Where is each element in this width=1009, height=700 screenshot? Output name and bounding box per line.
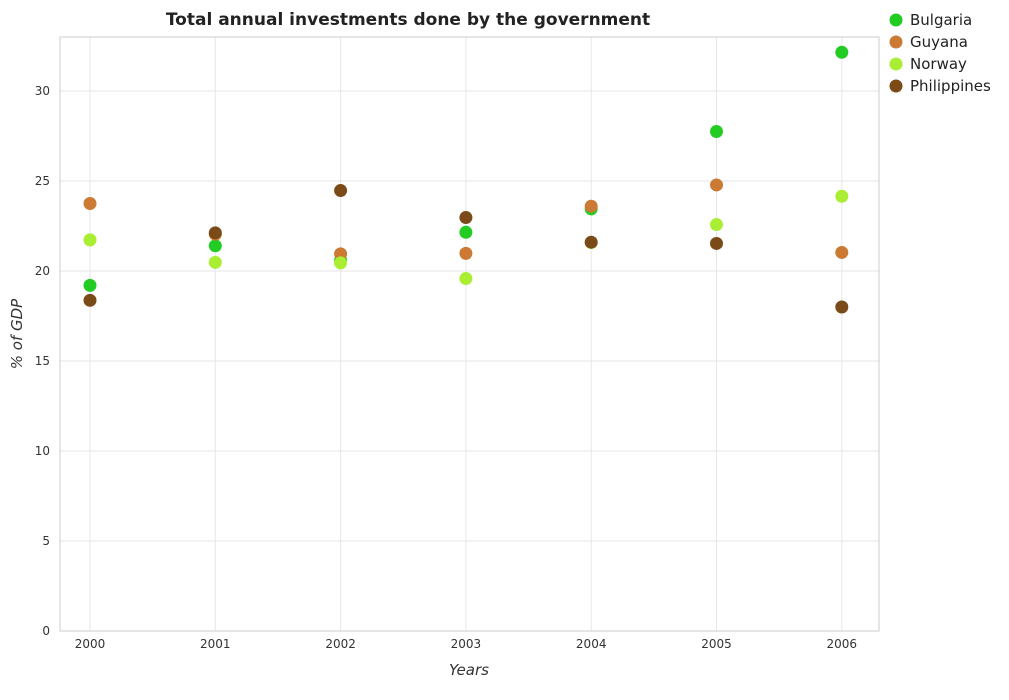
point-guyana <box>584 199 598 213</box>
x-ticks: 2000 2001 2002 2003 2004 2005 2006 <box>75 637 857 651</box>
point-norway <box>710 218 723 232</box>
x-tick-label: 2006 <box>827 637 858 651</box>
x-tick-label: 2005 <box>701 637 732 651</box>
point-philippines <box>835 300 849 314</box>
point-bulgaria <box>83 278 97 292</box>
point-philippines <box>83 293 97 307</box>
point-philippines <box>459 211 473 225</box>
legend-label-bulgaria: Bulgaria <box>910 11 972 29</box>
y-axis-label: % of GDP <box>8 298 26 369</box>
point-bulgaria <box>208 239 222 253</box>
point-philippines <box>710 236 723 250</box>
point-guyana <box>835 245 849 259</box>
point-guyana <box>459 246 473 260</box>
y-tick-label: 30 <box>35 84 50 98</box>
y-ticks: 0 5 10 15 20 25 30 <box>35 84 50 638</box>
legend: Bulgaria Guyana Norway Philippines <box>889 11 991 95</box>
x-tick-label: 2000 <box>75 637 106 651</box>
point-bulgaria <box>459 225 473 239</box>
point-bulgaria <box>710 125 723 138</box>
y-tick-label: 25 <box>35 174 50 188</box>
legend-marker-bulgaria <box>889 13 903 27</box>
plot-frame <box>59 36 880 632</box>
point-philippines <box>208 226 222 240</box>
point-guyana <box>83 197 97 210</box>
point-norway <box>83 233 97 247</box>
x-tick-label: 2001 <box>200 637 231 651</box>
data-points <box>83 45 849 314</box>
x-axis-label: Years <box>449 661 489 679</box>
x-tick-label: 2003 <box>451 637 482 651</box>
point-norway <box>334 256 348 270</box>
point-philippines <box>584 235 598 249</box>
legend-label-philippines: Philippines <box>910 77 991 95</box>
x-tick-label: 2002 <box>325 637 356 651</box>
legend-label-guyana: Guyana <box>910 33 968 51</box>
legend-marker-guyana <box>889 35 903 49</box>
y-tick-label: 20 <box>35 264 50 278</box>
point-philippines <box>334 184 348 198</box>
y-tick-label: 10 <box>35 444 50 458</box>
point-norway <box>459 272 473 286</box>
x-tick-label: 2004 <box>576 637 607 651</box>
legend-marker-norway <box>889 57 903 71</box>
point-guyana <box>710 178 723 192</box>
grid <box>60 37 879 632</box>
chart-title: Total annual investments done by the gov… <box>166 10 650 30</box>
y-tick-label: 15 <box>35 354 50 368</box>
legend-label-norway: Norway <box>910 55 967 73</box>
point-guyana <box>334 247 348 261</box>
legend-marker-philippines <box>889 79 903 93</box>
y-tick-label: 5 <box>42 534 50 548</box>
y-tick-label: 0 <box>42 624 50 638</box>
point-norway <box>208 255 222 269</box>
point-norway <box>835 189 849 203</box>
point-bulgaria <box>835 45 849 59</box>
